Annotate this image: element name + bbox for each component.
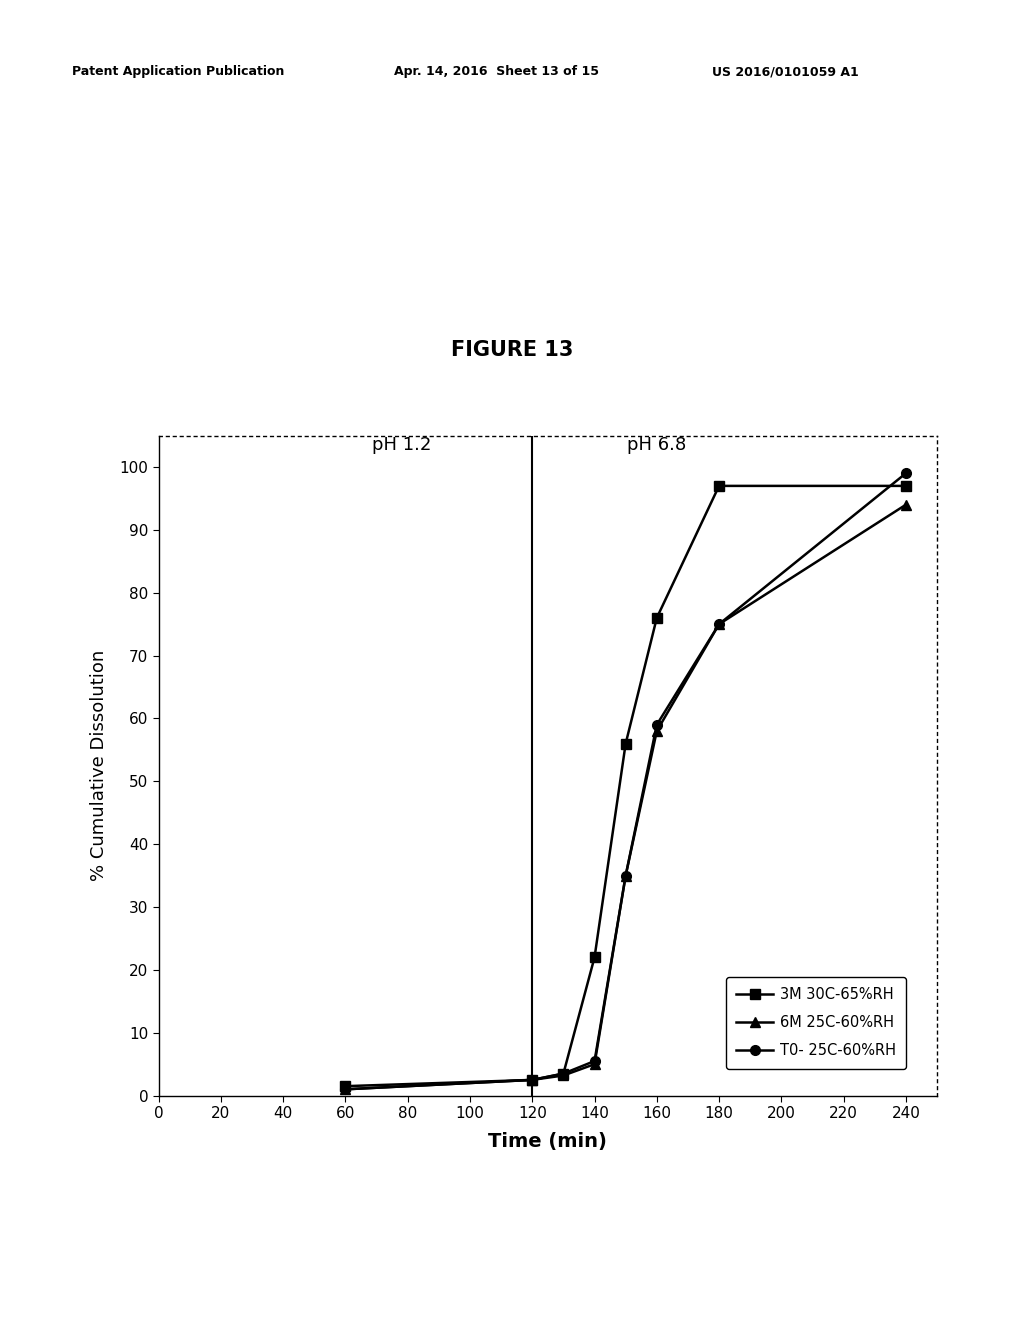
- 3M 30C-65%RH: [589, 949, 601, 965]
- Text: Patent Application Publication: Patent Application Publication: [72, 65, 284, 78]
- X-axis label: Time (min): Time (min): [488, 1133, 607, 1151]
- T0- 25C-60%RH: [713, 616, 725, 632]
- 6M 25C-60%RH: [620, 867, 632, 883]
- Text: US 2016/0101059 A1: US 2016/0101059 A1: [712, 65, 858, 78]
- 3M 30C-65%RH: [650, 610, 663, 626]
- 6M 25C-60%RH: [900, 496, 912, 512]
- Text: pH 1.2: pH 1.2: [372, 437, 431, 454]
- 3M 30C-65%RH: [620, 735, 632, 751]
- 3M 30C-65%RH: [557, 1065, 569, 1081]
- 6M 25C-60%RH: [713, 616, 725, 632]
- Text: pH 6.8: pH 6.8: [627, 437, 686, 454]
- 3M 30C-65%RH: [339, 1078, 351, 1094]
- 6M 25C-60%RH: [339, 1081, 351, 1097]
- 3M 30C-65%RH: [526, 1072, 539, 1088]
- T0- 25C-60%RH: [650, 717, 663, 733]
- 3M 30C-65%RH: [900, 478, 912, 494]
- Legend: 3M 30C-65%RH, 6M 25C-60%RH, T0- 25C-60%RH: 3M 30C-65%RH, 6M 25C-60%RH, T0- 25C-60%R…: [726, 977, 906, 1068]
- Line: 3M 30C-65%RH: 3M 30C-65%RH: [341, 480, 910, 1092]
- 6M 25C-60%RH: [526, 1072, 539, 1088]
- Line: T0- 25C-60%RH: T0- 25C-60%RH: [341, 469, 910, 1094]
- T0- 25C-60%RH: [900, 466, 912, 482]
- T0- 25C-60%RH: [526, 1072, 539, 1088]
- 6M 25C-60%RH: [650, 723, 663, 739]
- T0- 25C-60%RH: [339, 1081, 351, 1097]
- 3M 30C-65%RH: [713, 478, 725, 494]
- Line: 6M 25C-60%RH: 6M 25C-60%RH: [341, 500, 910, 1094]
- 6M 25C-60%RH: [589, 1056, 601, 1072]
- Y-axis label: % Cumulative Dissolution: % Cumulative Dissolution: [90, 649, 109, 882]
- T0- 25C-60%RH: [557, 1065, 569, 1081]
- Text: FIGURE 13: FIGURE 13: [451, 339, 573, 360]
- T0- 25C-60%RH: [589, 1053, 601, 1069]
- Text: Apr. 14, 2016  Sheet 13 of 15: Apr. 14, 2016 Sheet 13 of 15: [394, 65, 599, 78]
- T0- 25C-60%RH: [620, 867, 632, 883]
- 6M 25C-60%RH: [557, 1068, 569, 1084]
